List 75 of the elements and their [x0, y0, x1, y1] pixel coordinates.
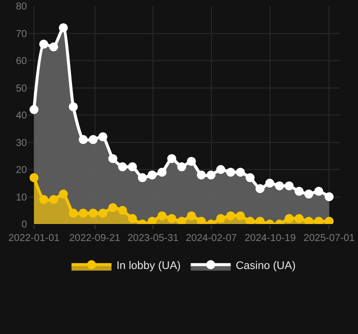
x-tick-label: 2023-05-31	[127, 233, 180, 244]
point	[177, 216, 186, 224]
point	[39, 40, 48, 49]
point	[294, 186, 304, 196]
point	[68, 208, 78, 218]
point	[58, 190, 68, 199]
point	[304, 216, 314, 224]
point	[88, 135, 98, 144]
x-tick-label: 2024-10-19	[244, 233, 296, 244]
point	[128, 214, 137, 224]
point	[206, 170, 216, 180]
point	[118, 206, 128, 215]
point	[265, 178, 274, 188]
point	[49, 194, 58, 204]
x-tick-label: 2022-09-21	[69, 233, 121, 244]
point	[49, 42, 58, 52]
point	[128, 162, 137, 172]
y-tick-label: 10	[16, 192, 28, 204]
point	[216, 214, 226, 224]
point	[236, 211, 245, 220]
y-tick-label: 0	[21, 220, 28, 230]
point	[236, 168, 245, 177]
point	[314, 186, 324, 196]
point	[148, 216, 157, 224]
point	[39, 194, 48, 204]
point	[58, 23, 68, 32]
point	[78, 208, 88, 218]
point	[118, 162, 128, 172]
point	[324, 216, 334, 224]
point	[177, 162, 186, 172]
point	[88, 208, 98, 218]
point	[314, 216, 324, 224]
point	[167, 214, 176, 224]
y-tick-label: 70	[16, 28, 28, 40]
point	[108, 154, 118, 164]
point	[30, 173, 39, 182]
point	[186, 211, 196, 220]
point	[284, 181, 294, 190]
point	[78, 135, 88, 144]
point	[158, 168, 167, 177]
y-tick-label: 80	[16, 2, 28, 12]
point	[98, 132, 108, 142]
point	[246, 216, 255, 224]
point	[68, 102, 78, 112]
y-tick-label: 60	[16, 56, 28, 67]
y-tick-label: 20	[16, 165, 28, 176]
point	[196, 170, 206, 180]
point	[256, 184, 265, 194]
point	[226, 168, 236, 177]
point	[226, 211, 236, 220]
point	[196, 216, 206, 224]
point	[304, 190, 314, 199]
point	[284, 214, 294, 224]
point	[108, 203, 118, 212]
x-tick-label: 2024-02-07	[186, 233, 238, 244]
point	[158, 211, 167, 220]
legend-label: Casino (UA)	[236, 260, 296, 272]
point	[274, 181, 284, 190]
x-tick-label: 2022-01-01	[8, 233, 60, 244]
point	[186, 156, 196, 166]
y-tick-label: 30	[16, 138, 28, 149]
point	[256, 216, 265, 224]
legend-label: In lobby (UA)	[116, 260, 181, 272]
point	[30, 105, 39, 114]
point	[167, 154, 176, 164]
point	[148, 170, 157, 180]
point	[216, 165, 226, 174]
y-tick-label: 50	[16, 83, 28, 94]
point	[98, 208, 108, 218]
point	[324, 192, 334, 202]
x-tick-label: 2025-07-01	[304, 233, 356, 244]
point	[294, 214, 304, 224]
y-tick-label: 40	[16, 110, 28, 122]
point	[138, 173, 147, 182]
point	[246, 173, 255, 182]
